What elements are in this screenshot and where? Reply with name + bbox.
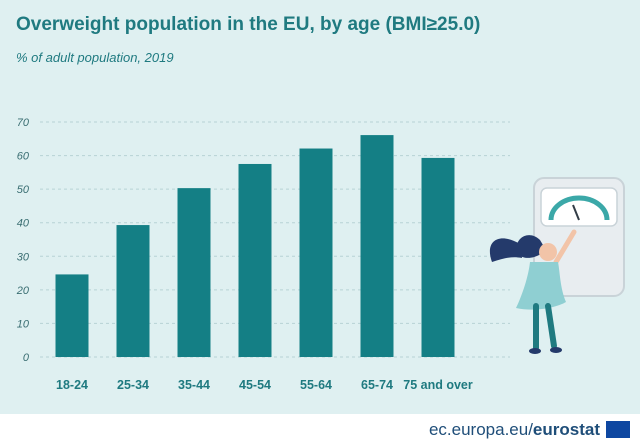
y-axis-labels: 0 10 20 30 40 50 60 70 xyxy=(16,117,30,364)
torso xyxy=(516,262,566,310)
bar-chart: 0 10 20 30 40 50 60 70 18-24 25-34 35-44 45-54 55-6… xyxy=(16,117,625,392)
y-tick-label: 10 xyxy=(17,318,30,330)
chart-subtitle: % of adult population, 2019 xyxy=(16,50,174,65)
bar xyxy=(116,225,150,357)
bar xyxy=(421,157,455,357)
scale-needle xyxy=(572,204,580,221)
arm xyxy=(553,229,577,265)
x-tick-label: 35-44 xyxy=(178,378,210,392)
y-tick-label: 70 xyxy=(17,117,30,129)
footer: ec.europa.eu/eurostat xyxy=(0,414,640,444)
x-axis-labels: 18-24 25-34 35-44 45-54 55-64 65-74 75 and ove… xyxy=(56,378,473,392)
x-tick-label: 65-74 xyxy=(361,378,393,392)
chart-title: Overweight population in the EU, by age … xyxy=(16,14,481,35)
bar xyxy=(177,188,211,357)
footer-site: ec.europa.eu/ xyxy=(428,420,533,439)
right-leg xyxy=(545,303,557,349)
y-tick-label: 30 xyxy=(17,251,30,263)
x-tick-label: 25-34 xyxy=(117,378,149,392)
bar xyxy=(238,163,272,357)
x-tick-label: 55-64 xyxy=(300,378,332,392)
y-tick-label: 50 xyxy=(17,184,30,196)
right-shoe xyxy=(550,347,562,353)
y-tick-label: 40 xyxy=(17,218,30,230)
scale-dial xyxy=(540,187,618,227)
scale-gauge-arc xyxy=(548,195,610,221)
bars xyxy=(55,135,455,357)
y-tick-label: 0 xyxy=(23,352,30,364)
head xyxy=(539,243,557,261)
eu-flag-icon xyxy=(606,421,630,438)
x-tick-label: 75 and over xyxy=(403,378,473,392)
hair-top xyxy=(515,235,546,258)
footer-link[interactable]: ec.europa.eu/eurostat xyxy=(429,420,600,440)
scale-illustration xyxy=(489,177,625,354)
left-shoe xyxy=(529,348,541,354)
bar xyxy=(360,135,394,357)
y-tick-label: 60 xyxy=(17,151,30,163)
hair xyxy=(489,238,522,262)
y-tick-label: 20 xyxy=(16,285,30,297)
x-tick-label: 18-24 xyxy=(56,378,88,392)
x-tick-label: 45-54 xyxy=(239,378,271,392)
bar xyxy=(55,274,89,357)
bar xyxy=(299,148,333,357)
footer-brand: eurostat xyxy=(532,420,600,439)
